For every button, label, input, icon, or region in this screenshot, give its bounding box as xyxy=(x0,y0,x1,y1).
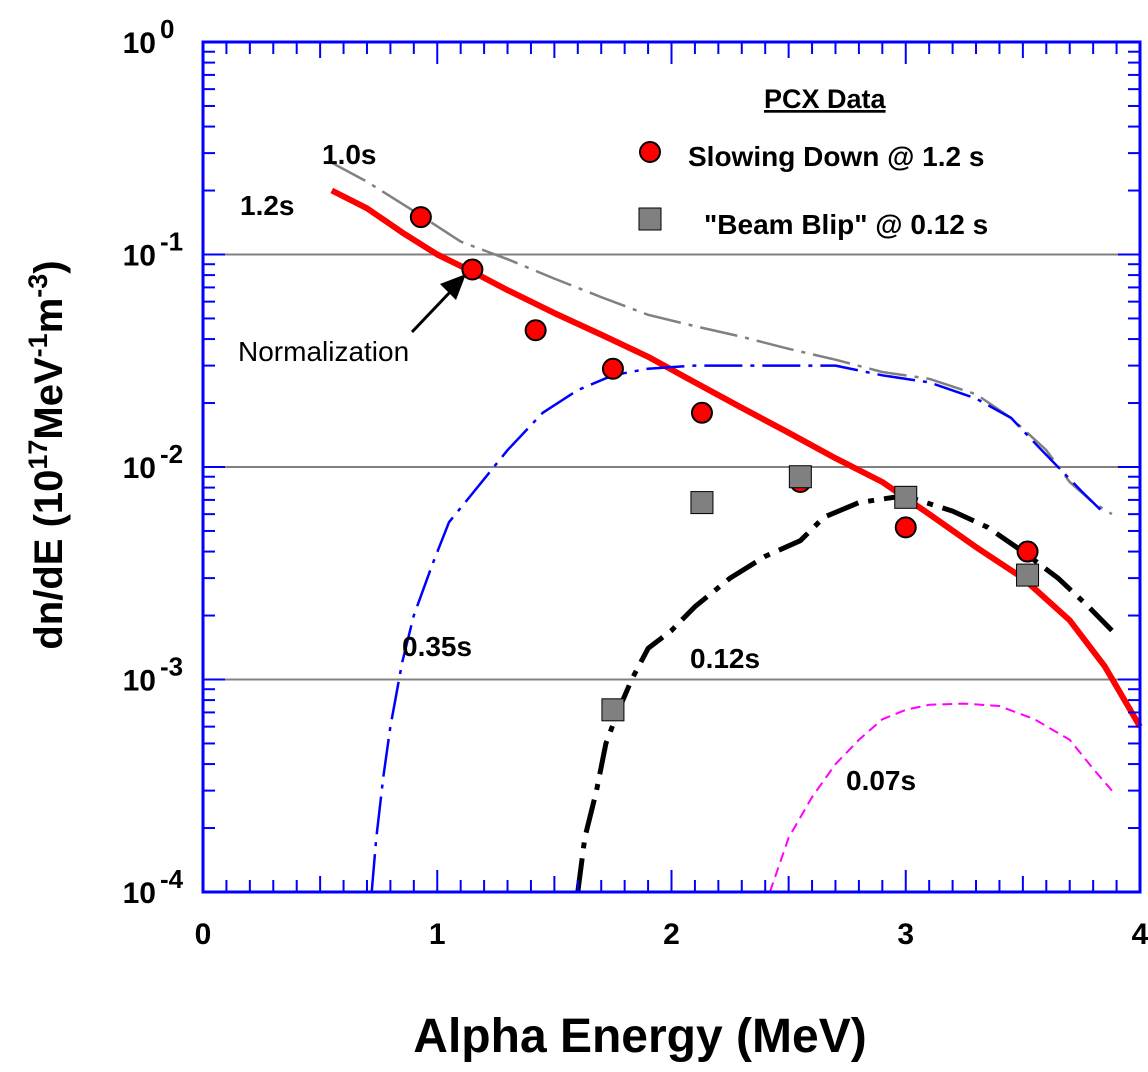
grid-layer xyxy=(203,253,1140,681)
legend-marker-circle xyxy=(639,141,661,163)
label-1-0s: 1.0s xyxy=(322,139,377,170)
x-axis-title: Alpha Energy (MeV) xyxy=(413,1010,866,1063)
normalization-arrow-head xyxy=(440,274,466,300)
y-tick-exponent: -2 xyxy=(160,439,183,469)
legend-entry-label: "Beam Blip" @ 0.12 s xyxy=(704,209,988,240)
x-tick-label: 1 xyxy=(429,918,446,951)
annotations: 1.0s 1.2s 0.35s 0.12s 0.07s Normalization xyxy=(238,139,916,796)
y-tick-label: 10 xyxy=(123,27,156,60)
data-point-beam-blip xyxy=(690,491,714,515)
y-axis-title-mid2: m xyxy=(27,298,71,334)
y-axis-title-mid1: MeV xyxy=(27,357,71,440)
legend-title: PCX Data xyxy=(764,84,887,114)
series-layer xyxy=(330,161,1143,893)
legend-marker-square xyxy=(638,207,662,231)
y-tick-exponent: -4 xyxy=(160,864,184,894)
data-point-beam-blip xyxy=(894,485,918,509)
legend-entry-label: Slowing Down @ 1.2 s xyxy=(688,141,984,172)
label-0-07s: 0.07s xyxy=(846,765,916,796)
data-point-beam-blip xyxy=(1016,563,1040,587)
y-axis-title-suffix: ) xyxy=(27,260,71,273)
data-point-slowing-down xyxy=(461,258,484,281)
y-tick-label: 10 xyxy=(123,877,156,910)
x-tick-label: 4 xyxy=(1132,918,1148,951)
y-axis-title-sup1: 17 xyxy=(23,440,53,470)
normalization-arrow-line xyxy=(410,288,454,334)
data-point-slowing-down xyxy=(1016,540,1039,563)
y-tick-label: 10 xyxy=(123,240,156,273)
y-tick-exponent: 0 xyxy=(160,14,174,44)
y-tick-exponent: -1 xyxy=(160,227,183,257)
y-axis-title: dn/dE (1017MeV-1m-3) xyxy=(23,260,71,649)
x-tick-label: 3 xyxy=(897,918,914,951)
y-axis-title-sup2: -1 xyxy=(23,333,53,357)
y-tick-label: 10 xyxy=(123,452,156,485)
label-0-35s: 0.35s xyxy=(402,631,472,662)
data-point-beam-blip xyxy=(601,698,625,722)
label-0-12s: 0.12s xyxy=(690,643,760,674)
tick-marks xyxy=(202,42,1141,893)
data-point-slowing-down xyxy=(601,357,624,380)
series-line-0-35s xyxy=(370,364,1106,893)
label-normalization: Normalization xyxy=(238,336,409,367)
scatter-layer xyxy=(409,206,1040,722)
y-tick-label: 10 xyxy=(123,665,156,698)
series-line-0-07s xyxy=(768,702,1113,893)
y-axis-title-prefix: dn/dE (10 xyxy=(27,470,71,650)
y-axis-title-sup3: -3 xyxy=(23,274,53,298)
data-point-slowing-down xyxy=(409,206,432,229)
data-point-beam-blip xyxy=(788,465,812,489)
data-point-slowing-down xyxy=(690,401,713,424)
x-tick-label: 0 xyxy=(195,918,212,951)
legend: PCX Data Slowing Down @ 1.2 s "Beam Blip"… xyxy=(638,84,988,240)
series-line-1-0s xyxy=(331,161,1113,516)
x-tick-label: 2 xyxy=(663,918,680,951)
y-tick-exponent: -3 xyxy=(160,652,183,682)
series-line-0-12s xyxy=(575,494,1114,893)
data-point-slowing-down xyxy=(894,516,917,539)
label-1-2s: 1.2s xyxy=(240,190,295,221)
data-point-slowing-down xyxy=(524,319,547,342)
series-line-1-2s xyxy=(330,187,1143,729)
